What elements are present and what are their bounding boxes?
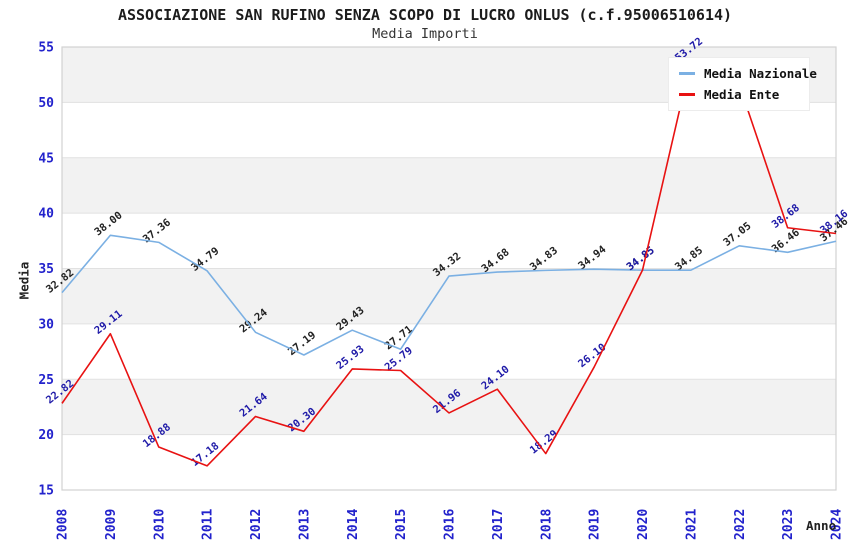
series-line-media-nazionale (61, 234, 837, 356)
plot-border (61, 46, 837, 491)
x-tick-label: 2013 (297, 509, 312, 540)
y-tick-label: 35 (38, 262, 54, 277)
data-label-nazionale: 38.00 (92, 209, 124, 238)
y-axis-title: Media (16, 261, 32, 300)
x-tick-label: 2008 (56, 509, 71, 540)
legend: Media Nazionale Media Ente (668, 57, 817, 111)
plot-band (62, 268, 836, 324)
y-tick-label: 40 (38, 207, 54, 222)
x-tick-label: 2022 (733, 509, 748, 540)
x-tick-label: 2023 (781, 509, 796, 540)
x-tick-label: 2021 (684, 509, 699, 540)
data-label-nazionale: 34.94 (576, 243, 608, 272)
legend-item-media-ente: Media Ente (679, 86, 799, 103)
data-label-ente: 25.93 (334, 343, 366, 372)
chart-title: ASSOCIAZIONE SAN RUFINO SENZA SCOPO DI L… (117, 6, 733, 24)
y-tick-label: 45 (38, 151, 54, 166)
x-tick-label: 2011 (201, 509, 216, 540)
x-tick-label: 2016 (443, 509, 458, 540)
y-tick-label: 25 (38, 373, 54, 388)
x-tick-label: 2019 (588, 509, 603, 540)
legend-label: Media Ente (704, 87, 780, 102)
plot-band (62, 157, 836, 214)
plot-band (62, 379, 836, 435)
y-tick-label: 50 (38, 96, 54, 111)
data-label-ente: 26.10 (576, 341, 608, 370)
legend-swatch-ente-icon (679, 93, 695, 96)
y-tick-label: 55 (38, 41, 54, 56)
x-tick-label: 2012 (249, 509, 264, 540)
y-tick-label: 20 (38, 428, 54, 443)
x-axis-title: Anno (806, 518, 837, 533)
x-tick-label: 2014 (346, 509, 361, 540)
x-tick-label: 2020 (636, 509, 651, 540)
legend-label: Media Nazionale (704, 66, 817, 81)
x-tick-label: 2024 (830, 509, 845, 540)
x-tick-label: 2015 (394, 509, 409, 540)
legend-swatch-nazionale-icon (679, 72, 695, 75)
data-label-nazionale: 37.05 (721, 220, 753, 249)
legend-item-media-nazionale: Media Nazionale (679, 65, 817, 82)
x-tick-label: 2010 (152, 509, 167, 540)
x-tick-label: 2018 (539, 509, 554, 540)
y-tick-label: 15 (38, 484, 54, 499)
chart-subtitle: Media Importi (372, 26, 478, 42)
x-tick-label: 2009 (104, 509, 119, 540)
x-tick-label: 2017 (491, 509, 506, 540)
y-tick-label: 30 (38, 317, 54, 332)
